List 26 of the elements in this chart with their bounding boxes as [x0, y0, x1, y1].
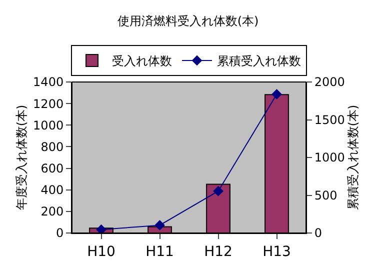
legend-label: 累積受入れ体数	[217, 54, 301, 68]
y2-tick-label: 500	[314, 188, 338, 202]
y-tick-label: 600	[40, 161, 64, 176]
y-tick-label: 800	[40, 140, 64, 154]
x-tick-label: H10	[87, 244, 116, 260]
point	[272, 89, 282, 100]
y-tick-label: 1000	[33, 118, 64, 132]
y-tick-label: 1200	[33, 96, 64, 111]
y2-axis-title: 累積受入れ体数(本)	[346, 104, 360, 210]
y2-tick-label: 1500	[314, 112, 345, 127]
legend-label: 受入れ体数	[112, 54, 172, 68]
point	[96, 224, 106, 233]
chart-title: 使用済燃料受入れ体数(本)	[117, 14, 259, 28]
y-axis-title: 年度受入れ体数(本)	[14, 104, 28, 210]
y-tick-label: 0	[56, 226, 64, 240]
y-tick-label: 200	[40, 204, 64, 219]
y2-tick-label: 2000	[314, 75, 345, 90]
y2-tick-label: 0	[314, 226, 322, 240]
x-tick-label: H12	[204, 244, 232, 260]
x-tick-label: H13	[262, 244, 291, 260]
x-tick-label: H11	[146, 244, 174, 260]
point	[213, 186, 224, 196]
point	[154, 220, 165, 230]
y-tick-label: 1400	[33, 75, 64, 90]
y-tick-label: 400	[40, 183, 64, 198]
y2-tick-label: 1000	[314, 150, 345, 165]
